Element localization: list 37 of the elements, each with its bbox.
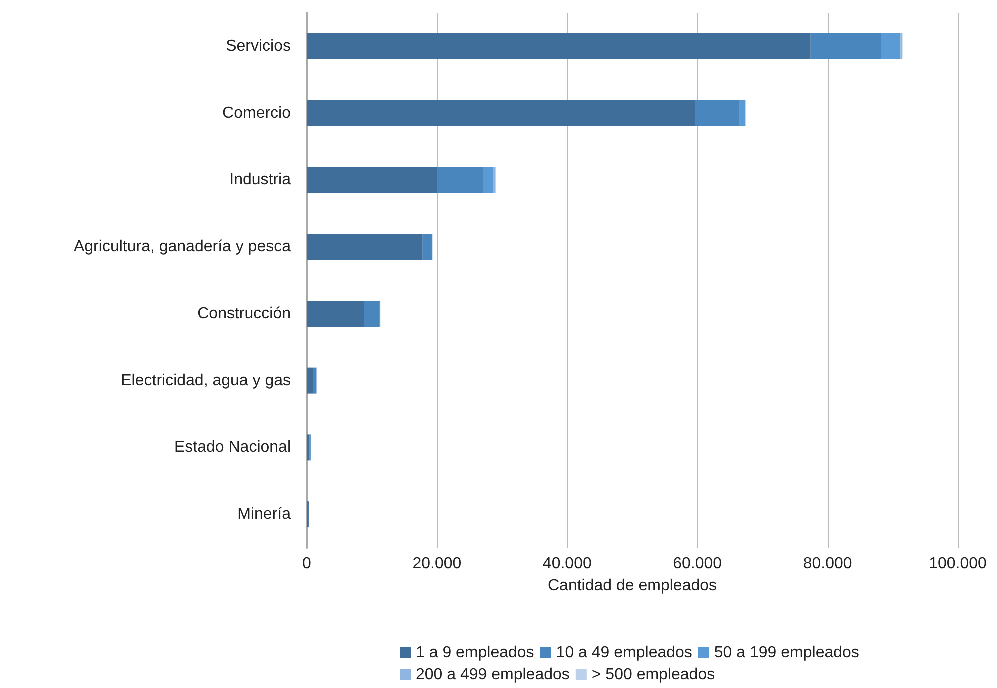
x-tick-label: 80.000 (803, 556, 852, 572)
bar (694, 100, 740, 126)
bar (307, 167, 438, 194)
bar (307, 100, 695, 126)
y-tick-label: Agricultura, ganadería y pesca (74, 238, 292, 256)
bar (881, 33, 901, 60)
bar (307, 368, 314, 394)
x-tick-label: 0 (302, 556, 312, 572)
y-tick-label: Construcción (198, 305, 291, 322)
bar (307, 434, 310, 461)
bar (422, 234, 432, 260)
bar (810, 33, 882, 60)
x-tick-label: 40.000 (542, 556, 592, 572)
x-axis-title: Cantidad de empleados (548, 578, 718, 594)
bar (364, 300, 380, 327)
legend-label: 1 a 9 empleados (416, 644, 534, 662)
bar (307, 300, 364, 327)
y-tick-label: Servicios (226, 38, 291, 55)
y-tick-label: Comercio (222, 104, 292, 122)
bar (493, 167, 496, 194)
bar (307, 234, 423, 260)
bar (438, 167, 484, 194)
y-tick-label: Industria (230, 172, 292, 189)
bar (740, 100, 746, 126)
bar (307, 33, 811, 60)
x-tick-label: 60.000 (673, 556, 722, 572)
y-tick-label: Minería (238, 506, 292, 524)
legend-label: 200 a 499 empleados (416, 666, 570, 684)
y-tick-label: Estado Nacional (174, 439, 291, 456)
legend-label: 10 a 49 empleados (556, 644, 692, 662)
legend-label: 50 a 199 empleados (714, 644, 860, 662)
bar (483, 167, 494, 194)
legend-label: > 500 empleados (592, 666, 716, 684)
bar (314, 368, 317, 394)
x-tick-label: 100.000 (929, 556, 988, 572)
y-tick-label: Electricidad, agua y gas (121, 372, 291, 390)
x-tick-label: 20.000 (412, 556, 462, 572)
